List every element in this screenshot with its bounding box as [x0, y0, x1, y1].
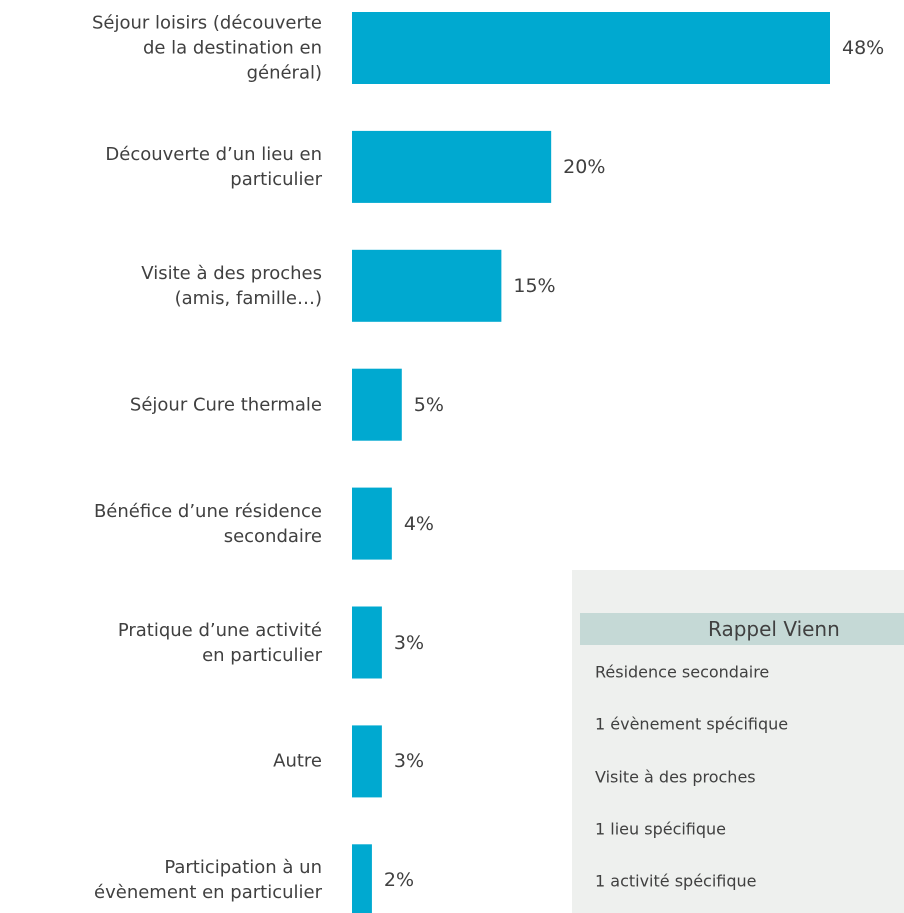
panel-item: 1 activité spécifique [595, 871, 757, 891]
category-label: Autre [273, 750, 322, 772]
category-label: Pratique d’une activité en particulier [117, 619, 322, 666]
category-label: Séjour loisirs (découverte de la destina… [91, 12, 322, 84]
panel-item: 1 évènement spécifique [595, 714, 789, 734]
bar [352, 12, 830, 84]
category-label: Bénéfice d’une résidence secondaire [93, 500, 322, 547]
panel-item: 1 lieu spécifique [595, 819, 727, 839]
bar [352, 606, 382, 679]
value-label: 15% [513, 274, 556, 297]
category-label: Visite à des proches (amis, famille…) [141, 262, 322, 309]
bar [352, 130, 552, 203]
panel-item: Résidence secondaire [595, 662, 770, 682]
category-label: Découverte d’un lieu en particulier [105, 143, 322, 190]
bar [352, 249, 502, 322]
category-label: Séjour Cure thermale [129, 394, 322, 416]
reminder-panel: Rappel Vienn Résidence secondaire 1 évène… [572, 570, 904, 913]
bar [352, 725, 382, 798]
category-label: Participation à un évènement en particul… [94, 857, 322, 904]
bar [352, 368, 402, 441]
value-label: 2% [383, 869, 415, 892]
value-label: 4% [403, 512, 434, 535]
value-label: 20% [563, 155, 606, 178]
bar [352, 844, 372, 913]
bar [352, 487, 392, 560]
value-label: 3% [393, 750, 425, 773]
value-label: 5% [413, 393, 444, 416]
panel-title: Rappel Vienn [580, 613, 904, 645]
panel-item: Visite à des proches [595, 767, 756, 787]
value-label: 3% [393, 631, 425, 654]
value-label: 48% [842, 37, 885, 59]
